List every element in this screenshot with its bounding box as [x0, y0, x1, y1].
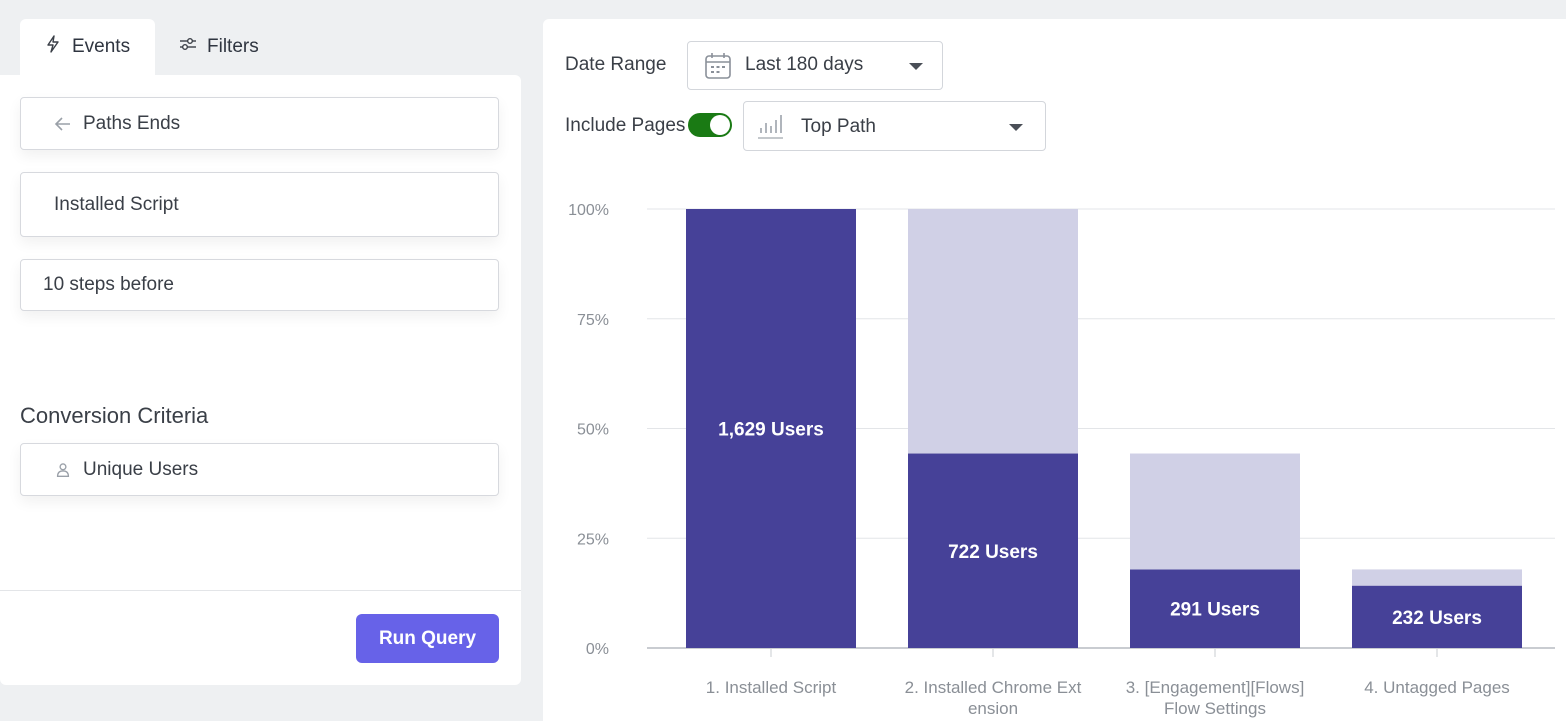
x-tick-label: 1. Installed Script [706, 678, 837, 697]
y-tick-label: 50% [577, 422, 609, 439]
query-tabs: Events Filters [20, 19, 281, 75]
conversion-criteria-title: Conversion Criteria [20, 403, 209, 428]
x-tick-label: ension [968, 699, 1018, 718]
y-tick-label: 100% [568, 202, 609, 219]
path-type-select[interactable]: Top Path [743, 101, 1046, 151]
data-label: 291 Users [1170, 600, 1260, 621]
date-range-label: Date Range [565, 54, 667, 75]
y-tick-label: 0% [586, 641, 609, 658]
y-tick-label: 25% [577, 531, 609, 548]
x-tick-label: Flow Settings [1164, 699, 1266, 718]
include-pages-toggle[interactable] [688, 113, 732, 137]
x-tick-label: 4. Untagged Pages [1364, 678, 1510, 697]
data-label: 232 Users [1392, 608, 1482, 629]
bar-chart-icon [756, 112, 784, 146]
date-range-value: Last 180 days [745, 54, 864, 75]
bar-segment [1352, 569, 1522, 586]
query-builder-panel: Paths Ends Installed Script 10 steps bef… [0, 75, 521, 685]
bar-segment [1130, 453, 1300, 570]
path-funnel-chart: 0% 25% 50% 75% 100% 1,629 Users 1. Installed S… [568, 202, 1555, 718]
paths-ends-field[interactable]: Paths Ends [20, 97, 499, 150]
steps-field-value: 10 steps before [43, 274, 174, 295]
x-tick-label: 2. Installed Chrome Ext [905, 678, 1082, 697]
tab-events-label: Events [72, 36, 131, 57]
chevron-down-icon [909, 63, 923, 70]
tab-filters-label: Filters [207, 36, 259, 57]
results-panel: Date Range Last 180 days Include Pages T… [543, 19, 1566, 721]
tab-filters[interactable]: Filters [155, 19, 281, 75]
event-field[interactable]: Installed Script [20, 172, 499, 237]
arrow-left-icon [53, 114, 73, 134]
bar-segment [1352, 585, 1522, 648]
path-type-value: Top Path [801, 116, 876, 137]
tab-events[interactable]: Events [20, 19, 155, 75]
paths-ends-label: Paths Ends [83, 112, 181, 134]
run-query-button[interactable]: Run Query [356, 614, 499, 663]
panel-divider [0, 590, 521, 591]
bar-segment [1130, 569, 1300, 648]
y-tick-label: 75% [577, 312, 609, 329]
event-field-value: Installed Script [54, 193, 179, 215]
calendar-icon [704, 52, 732, 86]
unique-users-field[interactable]: Unique Users [20, 443, 499, 496]
steps-field[interactable]: 10 steps before [20, 259, 499, 311]
user-icon [53, 460, 73, 480]
bar-segment [908, 209, 1078, 454]
bar-segment [686, 209, 856, 648]
chevron-down-icon [1009, 124, 1023, 131]
include-pages-label: Include Pages [565, 115, 686, 136]
bar-segment [908, 453, 1078, 648]
data-label: 722 Users [948, 542, 1038, 563]
date-range-select[interactable]: Last 180 days [687, 41, 943, 90]
toggle-knob [710, 115, 730, 135]
lightning-icon [44, 35, 62, 59]
data-label: 1,629 Users [718, 420, 824, 441]
unique-users-label: Unique Users [83, 458, 199, 480]
sliders-icon [179, 35, 197, 59]
x-tick-label: 3. [Engagement][Flows] [1126, 678, 1305, 697]
